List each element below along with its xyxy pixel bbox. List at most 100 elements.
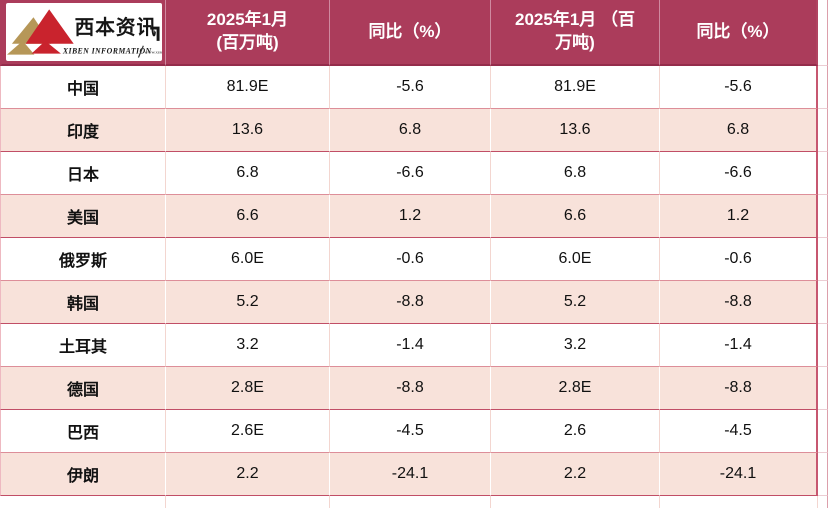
value-cell: 6.0E bbox=[166, 238, 330, 281]
edge-cell bbox=[818, 281, 828, 324]
logo-tail-stroke bbox=[150, 26, 160, 41]
edge-cell bbox=[818, 238, 828, 281]
value-cell: 3.2 bbox=[166, 324, 330, 367]
mountain-red-small-icon bbox=[31, 40, 61, 54]
xiben-logo-graphic: 西本资讯 XIBEN INFORMATION WWW.XIBEN.NET bbox=[6, 9, 162, 58]
country-cell: 中国 bbox=[0, 66, 166, 109]
edge-cell bbox=[818, 453, 828, 496]
edge-cell bbox=[818, 367, 828, 410]
logo-cell: 西本资讯 XIBEN INFORMATION WWW.XIBEN.NET bbox=[0, 0, 166, 66]
value-cell: 6.8 bbox=[491, 152, 660, 195]
value-cell: -5.6 bbox=[330, 66, 491, 109]
value-cell: -1.4 bbox=[330, 324, 491, 367]
partial-cell bbox=[330, 496, 491, 508]
header-col-yoy-left: 同比（%） bbox=[330, 0, 491, 66]
edge-cell bbox=[818, 324, 828, 367]
header-label: 同比（%） bbox=[696, 21, 780, 41]
logo-divider-stroke bbox=[137, 45, 144, 58]
country-cell: 韩国 bbox=[0, 281, 166, 324]
value-cell: -24.1 bbox=[660, 453, 818, 496]
value-cell: -8.8 bbox=[330, 281, 491, 324]
value-cell: -1.4 bbox=[660, 324, 818, 367]
value-cell: 6.0E bbox=[491, 238, 660, 281]
edge-cell bbox=[818, 496, 828, 508]
value-cell: 5.2 bbox=[491, 281, 660, 324]
header-label: 同比（%） bbox=[368, 21, 452, 41]
value-cell: 6.6 bbox=[166, 195, 330, 238]
value-cell: 13.6 bbox=[166, 109, 330, 152]
partial-cell bbox=[491, 496, 660, 508]
table-row-korea: 韩国 5.2 -8.8 5.2 -8.8 bbox=[0, 281, 828, 324]
header-col-jan2025-left: 2025年1月 (百万吨) bbox=[166, 0, 330, 66]
edge-cell bbox=[818, 152, 828, 195]
header-label: 2025年1月 （百 万吨) bbox=[515, 10, 635, 52]
logo-en-text: XIBEN INFORMATION bbox=[62, 47, 152, 56]
value-cell: 2.8E bbox=[166, 367, 330, 410]
value-cell: 1.2 bbox=[660, 195, 818, 238]
mountain-gold-small-icon bbox=[6, 40, 35, 55]
header-label: 2025年1月 (百万吨) bbox=[206, 10, 289, 52]
value-cell: 2.6 bbox=[491, 410, 660, 453]
table-row-iran: 伊朗 2.2 -24.1 2.2 -24.1 bbox=[0, 453, 828, 496]
value-cell: -8.8 bbox=[660, 367, 818, 410]
header-col-jan2025-right: 2025年1月 （百 万吨) bbox=[491, 0, 660, 66]
table-row-turkey: 土耳其 3.2 -1.4 3.2 -1.4 bbox=[0, 324, 828, 367]
value-cell: -4.5 bbox=[330, 410, 491, 453]
country-cell: 俄罗斯 bbox=[0, 238, 166, 281]
value-cell: -4.5 bbox=[660, 410, 818, 453]
value-cell: 6.6 bbox=[491, 195, 660, 238]
table-row-brazil: 巴西 2.6E -4.5 2.6 -4.5 bbox=[0, 410, 828, 453]
country-cell: 伊朗 bbox=[0, 453, 166, 496]
value-cell: 2.2 bbox=[166, 453, 330, 496]
value-cell: -0.6 bbox=[660, 238, 818, 281]
partial-cell bbox=[0, 496, 166, 508]
value-cell: -5.6 bbox=[660, 66, 818, 109]
table-row-usa: 美国 6.6 1.2 6.6 1.2 bbox=[0, 195, 828, 238]
header-edge-cell bbox=[818, 0, 828, 66]
mountain-red-icon bbox=[25, 9, 74, 44]
table-row-partial bbox=[0, 496, 828, 508]
logo-cn-text: 西本资讯 bbox=[75, 16, 157, 39]
value-cell: 81.9E bbox=[166, 66, 330, 109]
country-cell: 德国 bbox=[0, 367, 166, 410]
header-row: 西本资讯 XIBEN INFORMATION WWW.XIBEN.NET 202… bbox=[0, 0, 828, 66]
value-cell: -8.8 bbox=[330, 367, 491, 410]
table-row-india: 印度 13.6 6.8 13.6 6.8 bbox=[0, 109, 828, 152]
value-cell: -24.1 bbox=[330, 453, 491, 496]
value-cell: 6.8 bbox=[660, 109, 818, 152]
header-col-yoy-right: 同比（%） bbox=[660, 0, 818, 66]
xiben-logo: 西本资讯 XIBEN INFORMATION WWW.XIBEN.NET bbox=[6, 3, 162, 61]
table-row-russia: 俄罗斯 6.0E -0.6 6.0E -0.6 bbox=[0, 238, 828, 281]
edge-cell bbox=[818, 66, 828, 109]
edge-cell bbox=[818, 410, 828, 453]
table-row-germany: 德国 2.8E -8.8 2.8E -8.8 bbox=[0, 367, 828, 410]
table-row-japan: 日本 6.8 -6.6 6.8 -6.6 bbox=[0, 152, 828, 195]
edge-cell bbox=[818, 109, 828, 152]
value-cell: 6.8 bbox=[330, 109, 491, 152]
value-cell: 1.2 bbox=[330, 195, 491, 238]
partial-cell bbox=[660, 496, 818, 508]
country-cell: 巴西 bbox=[0, 410, 166, 453]
value-cell: -6.6 bbox=[330, 152, 491, 195]
value-cell: 2.2 bbox=[491, 453, 660, 496]
country-cell: 美国 bbox=[0, 195, 166, 238]
table-row-china: 中国 81.9E -5.6 81.9E -5.6 bbox=[0, 66, 828, 109]
value-cell: -6.6 bbox=[660, 152, 818, 195]
value-cell: 6.8 bbox=[166, 152, 330, 195]
value-cell: -0.6 bbox=[330, 238, 491, 281]
country-cell: 土耳其 bbox=[0, 324, 166, 367]
edge-cell bbox=[818, 195, 828, 238]
partial-cell bbox=[166, 496, 330, 508]
table-body: 中国 81.9E -5.6 81.9E -5.6 印度 13.6 6.8 13.… bbox=[0, 66, 828, 508]
value-cell: 13.6 bbox=[491, 109, 660, 152]
logo-site-text: WWW.XIBEN.NET bbox=[144, 51, 162, 55]
value-cell: 81.9E bbox=[491, 66, 660, 109]
value-cell: -8.8 bbox=[660, 281, 818, 324]
value-cell: 2.6E bbox=[166, 410, 330, 453]
value-cell: 5.2 bbox=[166, 281, 330, 324]
value-cell: 3.2 bbox=[491, 324, 660, 367]
country-cell: 日本 bbox=[0, 152, 166, 195]
value-cell: 2.8E bbox=[491, 367, 660, 410]
